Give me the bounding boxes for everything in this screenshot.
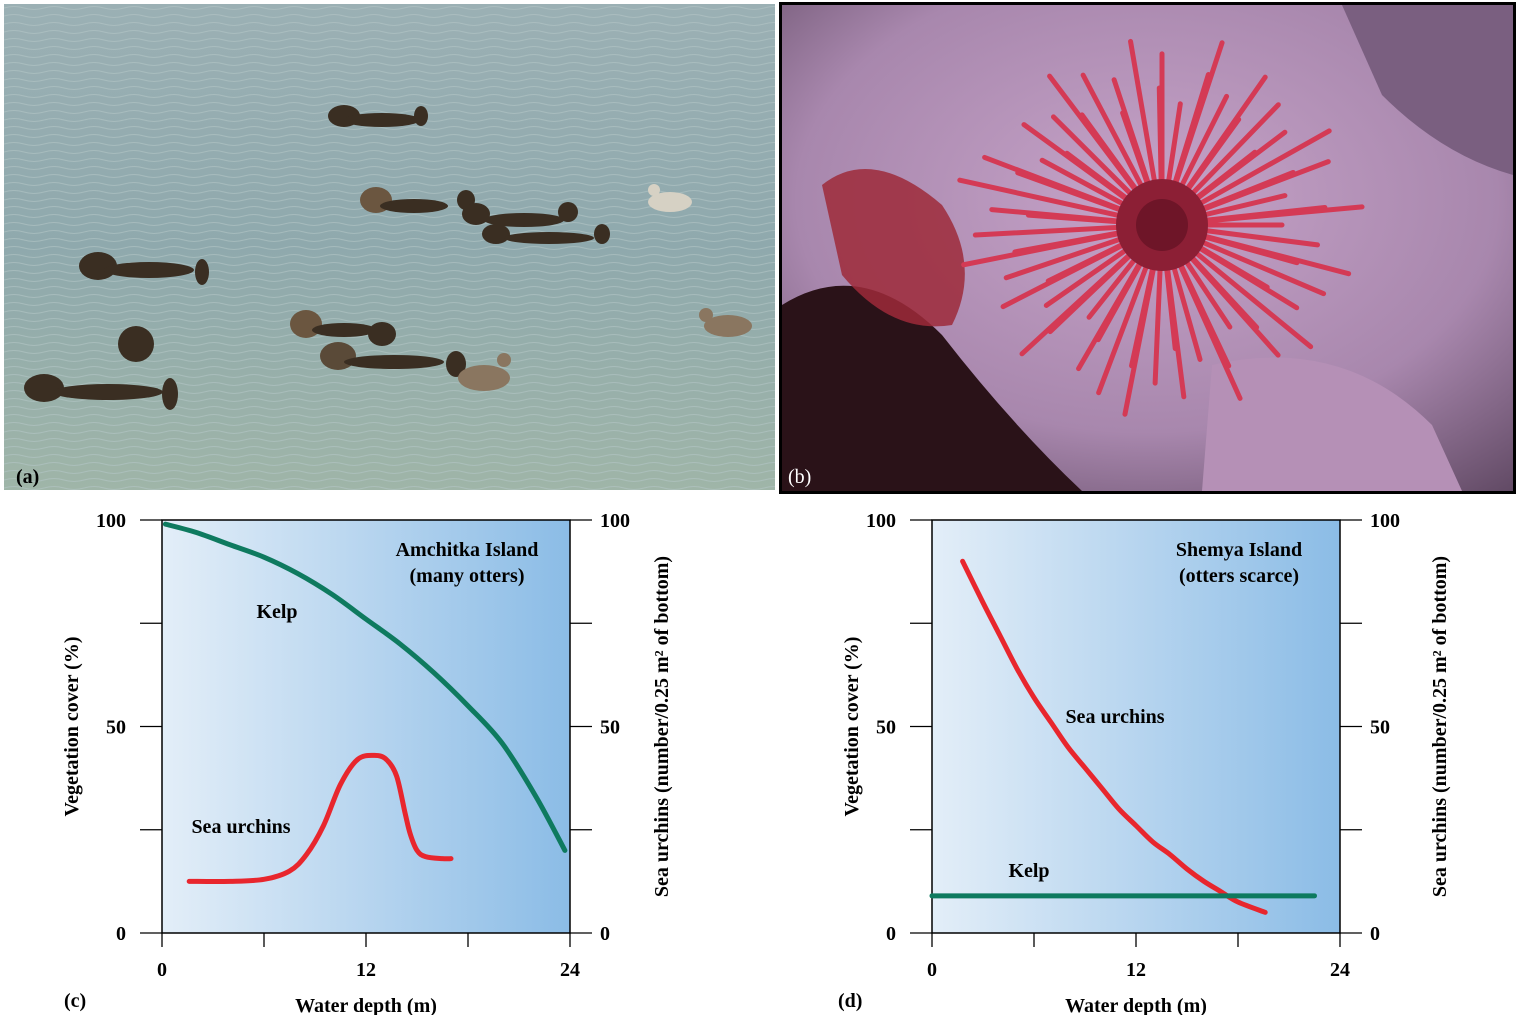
chart-shemya: 0 0 50 50 100 100 0 12 24 Water depth (m) Vegetati… (841, 510, 1451, 1015)
sea-urchin-photo: (b) (779, 2, 1516, 494)
x-tick-label: 0 (157, 959, 167, 981)
y-tick-label-right: 0 (1370, 923, 1380, 945)
chart-title: Shemya Island (1176, 539, 1302, 561)
y-axis-label-left: Vegetation cover (%) (61, 637, 83, 817)
y-axis-label-right: Sea urchins (number/0.25 m² of bottom) (651, 556, 673, 897)
series-line-sea-urchins (960, 558, 1268, 915)
y-axis-label-left: Vegetation cover (%) (841, 637, 863, 817)
series-label: Sea urchins (191, 816, 290, 838)
sea-otter-photo: (a) (4, 4, 775, 490)
plot-area (161, 519, 571, 934)
y-tick-label-left: 100 (866, 510, 896, 532)
sea-urchin-image (782, 5, 1513, 491)
y-tick-label-left: 0 (886, 923, 896, 945)
plot-area (931, 519, 1341, 934)
y-tick-label-left: 100 (96, 510, 126, 532)
x-axis-label: Water depth (m) (1065, 995, 1207, 1015)
series-label: Kelp (256, 601, 297, 623)
y-tick-label-right: 0 (600, 923, 610, 945)
y-tick-label-left: 50 (106, 717, 126, 739)
chart-subtitle: (otters scarce) (1179, 565, 1299, 587)
x-tick-label: 24 (560, 959, 580, 981)
y-tick-label-left: 50 (876, 717, 896, 739)
chart-amchitka: 0 0 50 50 100 100 0 12 24 Water depth (m) Vegetati… (61, 510, 673, 1015)
x-tick-label: 24 (1330, 959, 1350, 981)
y-axis-label-right: Sea urchins (number/0.25 m² of bottom) (1429, 556, 1451, 897)
chart-subtitle: (many otters) (410, 565, 525, 587)
panel-label-a: (a) (16, 466, 40, 488)
chart-title: Amchitka Island (396, 539, 539, 561)
panel-label-b: (b) (788, 466, 812, 488)
y-tick-label-right: 50 (600, 717, 620, 739)
series-label: Sea urchins (1065, 706, 1164, 728)
y-tick-label-right: 100 (600, 510, 630, 532)
x-axis-label: Water depth (m) (295, 995, 437, 1015)
series-line-sea-urchins (186, 752, 454, 885)
series-label: Kelp (1008, 860, 1049, 882)
y-tick-label-right: 100 (1370, 510, 1400, 532)
x-tick-label: 0 (927, 959, 937, 981)
y-tick-label-left: 0 (116, 923, 126, 945)
x-tick-label: 12 (1126, 959, 1146, 981)
x-tick-label: 12 (356, 959, 376, 981)
panel-label-d: (d) (838, 990, 863, 1012)
panel-label-c: (c) (64, 990, 87, 1012)
y-tick-label-right: 50 (1370, 717, 1390, 739)
sea-otter-image (4, 4, 775, 490)
series-line-kelp (162, 521, 568, 853)
